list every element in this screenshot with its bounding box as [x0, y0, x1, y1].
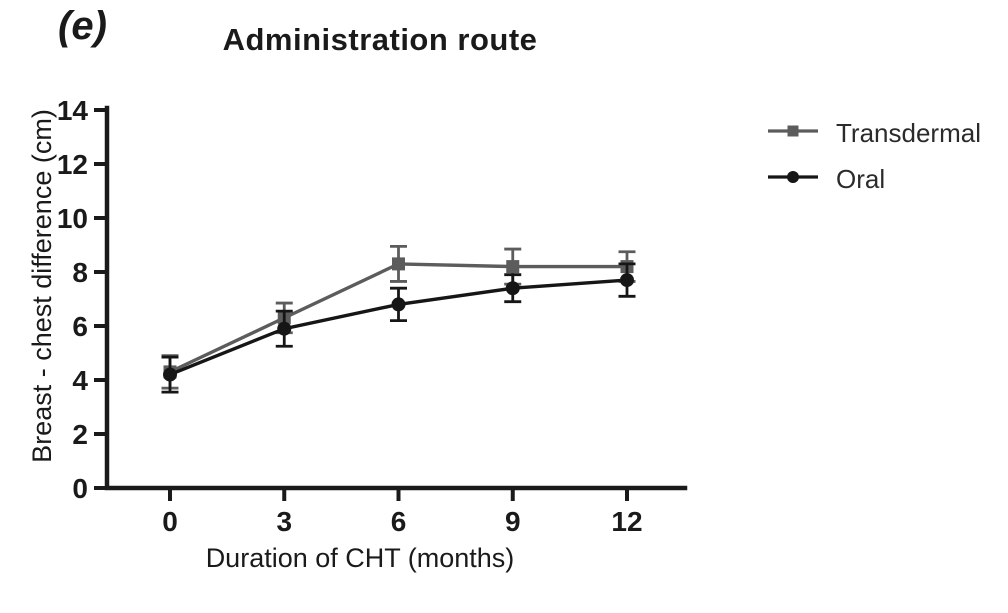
- circle-marker: [163, 367, 177, 382]
- legend-entry-transdermal: Transdermal: [768, 114, 981, 152]
- y-tick-label: 8: [72, 257, 88, 288]
- legend-label: Transdermal: [836, 117, 981, 148]
- circle-marker: [277, 321, 292, 336]
- x-tick-label: 3: [276, 506, 292, 537]
- series-oral: [161, 262, 636, 394]
- y-tick-label: 0: [72, 473, 88, 504]
- x-tick-label: 0: [162, 506, 178, 537]
- x-tick-label: 6: [391, 506, 407, 537]
- legend-swatch-1: [768, 166, 818, 193]
- y-tick-label: 12: [57, 149, 88, 180]
- y-tick-label: 4: [72, 365, 88, 396]
- legend: Transdermal Oral: [768, 114, 981, 198]
- square-marker: [506, 260, 520, 274]
- legend-label: Oral: [836, 163, 886, 194]
- circle-marker: [620, 273, 634, 288]
- y-axis-label: Breast - chest difference (cm): [27, 109, 57, 463]
- x-axis-label: Duration of CHT (months): [205, 543, 515, 573]
- x-tick-label: 9: [505, 506, 521, 537]
- x-tick-label: 12: [611, 506, 642, 537]
- circle-marker: [391, 297, 406, 312]
- circle-marker: [505, 281, 520, 296]
- legend-entry-oral: Oral: [768, 160, 981, 198]
- panel-label: (e): [58, 4, 107, 48]
- legend-swatch-0: [768, 120, 818, 147]
- y-tick-label: 10: [57, 203, 88, 234]
- legend-marker-icon: [768, 170, 818, 183]
- square-marker: [392, 257, 405, 271]
- y-tick-label: 2: [72, 419, 88, 450]
- legend-marker-icon: [768, 125, 818, 136]
- y-tick-label: 14: [57, 95, 89, 126]
- y-tick-label: 6: [72, 311, 88, 342]
- chart-title: Administration route: [222, 22, 538, 57]
